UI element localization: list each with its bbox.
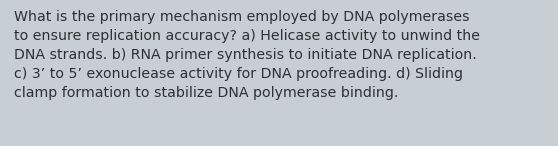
Text: What is the primary mechanism employed by DNA polymerases
to ensure replication : What is the primary mechanism employed b… xyxy=(14,10,480,100)
